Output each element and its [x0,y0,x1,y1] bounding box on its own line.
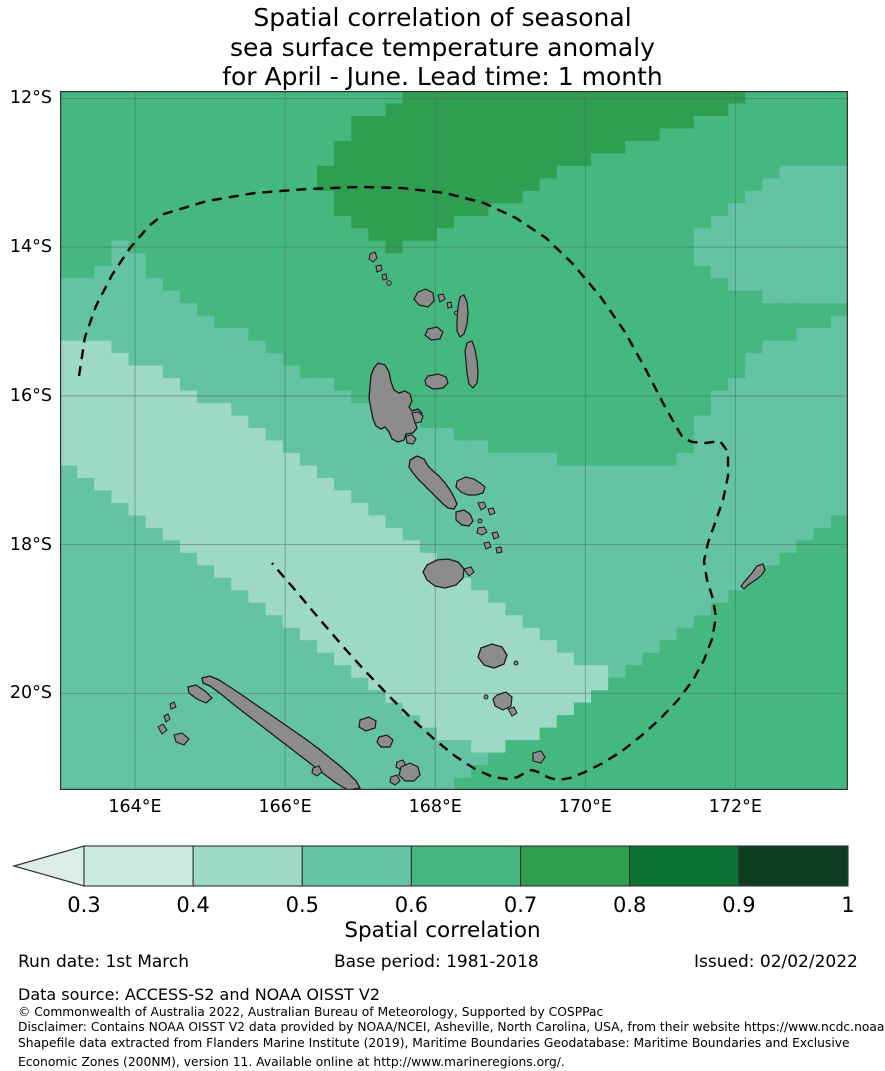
x-tick-label: 172°E [708,797,762,817]
y-tick-label: 14°S [9,237,52,258]
colorbar-tick-label: 1 [841,893,855,917]
colorbar-gradient [11,845,849,887]
land-mask [157,251,766,790]
heatmap-cells [60,91,848,790]
run-date-text: Run date: 1st March [18,952,190,972]
disclaimer-line-3: Economic Zones (200NM), version 11. Avai… [18,1055,565,1070]
disclaimer-line-2: Shapefile data extracted from Flanders M… [18,1035,850,1050]
correlation-heatmap [60,91,848,790]
x-tick-label: 168°E [408,797,462,817]
issued-date-text: Issued: 02/02/2022 [694,952,858,972]
map-gridlines [60,91,848,790]
y-axis-labels: 12°S 14°S 16°S 18°S 20°S [0,88,52,790]
colorbar-tick-label: 0.4 [176,893,210,917]
colorbar: 0.3 0.4 0.5 0.6 0.7 0.8 0.9 1 Spatial correlati… [0,843,885,943]
colorbar-tick-labels: 0.3 0.4 0.5 0.6 0.7 0.8 0.9 1 [0,893,885,919]
colorbar-tick-label: 0.5 [285,893,319,917]
colorbar-tick-label: 0.8 [612,893,647,917]
disclaimer-line-1: Disclaimer: Contains NOAA OISST V2 data … [18,1020,885,1035]
base-period-text: Base period: 1981-2018 [334,952,539,972]
colorbar-tick-label: 0.6 [394,893,429,917]
colorbar-tick-label: 0.3 [67,893,101,917]
colorbar-bands [11,845,849,887]
colorbar-tick-label: 0.7 [503,893,538,917]
y-tick-label: 16°S [9,385,52,406]
colorbar-axis-label: Spatial correlation [344,918,541,943]
y-tick-label: 20°S [9,683,52,704]
plot-frame [60,91,848,790]
x-axis-labels: 164°E 166°E 168°E 170°E 172°E [60,797,848,823]
y-tick-label: 18°S [9,534,52,555]
colorbar-tick-label: 0.9 [722,893,756,917]
eez-boundary-line [77,185,730,782]
x-tick-label: 164°E [108,797,162,817]
copyright-line: © Commonwealth of Australia 2022, Austra… [18,1005,604,1019]
page-title: Spatial correlation of seasonal sea surf… [222,3,663,91]
map-plot-area [60,91,848,790]
disclaimer-block: © Commonwealth of Australia 2022, Austra… [18,1005,885,1071]
x-tick-label: 170°E [558,797,612,817]
y-tick-label: 12°S [9,88,52,109]
data-source-text: Data source: ACCESS-S2 and NOAA OISST V2 [18,985,381,1004]
x-tick-label: 166°E [258,797,312,817]
footer-meta-row: Run date: 1st March Base period: 1981-20… [0,952,885,978]
